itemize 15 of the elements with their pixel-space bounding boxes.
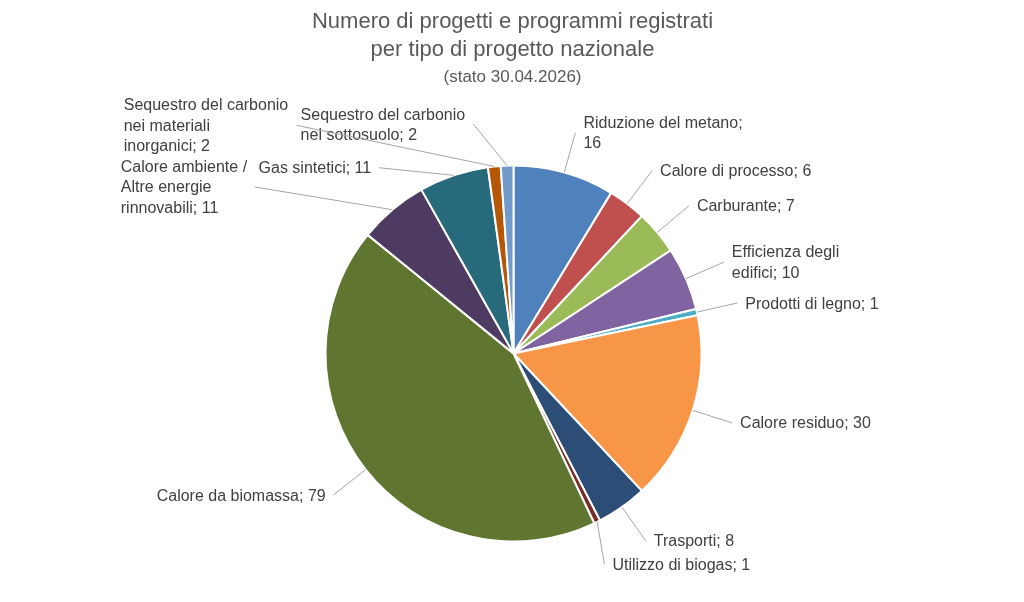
- data-label: Sequestro del carbonio nel sottosuolo; 2: [300, 105, 466, 143]
- data-label: Sequestro del carbonio nei materiali inorganici; 2: [123, 96, 289, 155]
- data-label: Utilizzo di biogas; 1: [612, 555, 751, 573]
- data-label: Efficienza degli edifici; 10: [731, 243, 840, 281]
- data-label: Gas sintetici; 11: [258, 159, 372, 177]
- data-label: Calore residuo; 30: [740, 414, 871, 432]
- chart-title: Numero di progetti e programmi registrati per tipo di progetto nazionale: [311, 8, 714, 61]
- data-label: Prodotti di legno; 1: [745, 294, 879, 312]
- data-label: Calore da biomassa; 79: [156, 486, 326, 504]
- data-label: Carburante; 7: [696, 197, 795, 215]
- data-label: Trasporti; 8: [653, 532, 735, 550]
- data-label: Calore ambiente / Altre energie rinnovabili; 11: [120, 158, 248, 216]
- data-label: Riduzione del metano; 16: [583, 113, 743, 152]
- data-label: Calore di processo; 6: [660, 162, 812, 180]
- chart-subtitle: (stato 30.04.2026): [443, 67, 582, 86]
